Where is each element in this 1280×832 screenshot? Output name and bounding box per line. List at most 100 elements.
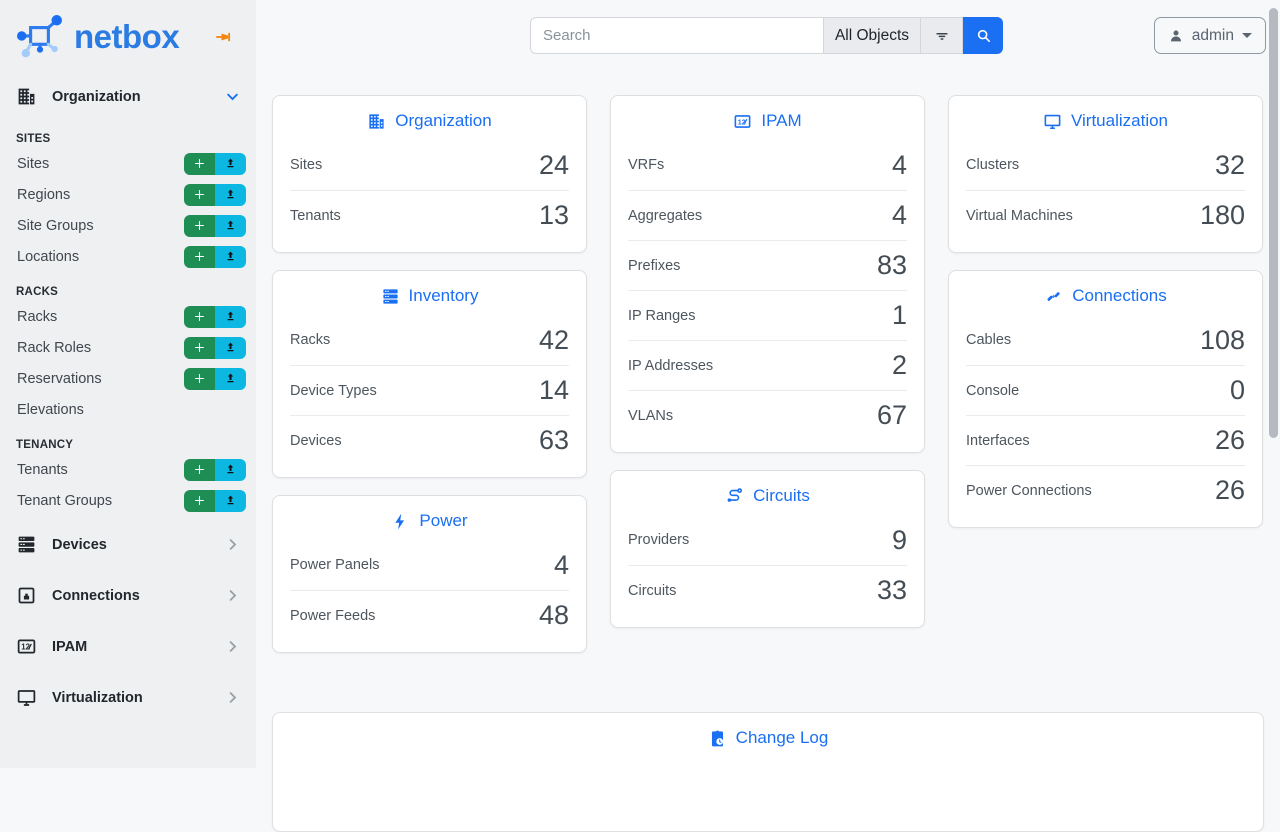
card-organization-title[interactable]: Organization [273, 96, 586, 140]
card-circuits-title[interactable]: Circuits [611, 471, 924, 515]
sidebar-item-tenant-groups: Tenant Groups [0, 485, 256, 516]
stat-row-virtual-machines[interactable]: Virtual Machines 180 [966, 190, 1245, 240]
chevron-right-icon [225, 537, 240, 552]
server-stack-icon [16, 534, 37, 555]
import-button[interactable] [215, 183, 246, 206]
stat-row-vlans[interactable]: VLANs 67 [628, 390, 907, 440]
stat-row-console[interactable]: Console 0 [966, 365, 1245, 415]
sidebar-item-sites: Sites [0, 148, 256, 179]
stat-row-power-connections[interactable]: Power Connections 26 [966, 465, 1245, 515]
import-button[interactable] [215, 305, 246, 328]
sidebar-link-elevations[interactable]: Elevations [17, 401, 84, 418]
user-menu-button[interactable]: admin [1153, 17, 1266, 54]
object-type-selector[interactable]: All Objects [823, 17, 920, 54]
card-virtualization-title[interactable]: Virtualization [949, 96, 1262, 140]
caret-down-icon [1242, 33, 1252, 38]
add-button[interactable] [184, 152, 215, 175]
card-connections-title[interactable]: Connections [949, 271, 1262, 315]
netbox-logo-text[interactable]: netbox [74, 18, 180, 55]
sidebar-group-label: IPAM [52, 638, 88, 655]
monitor-icon [1044, 114, 1061, 129]
search-input[interactable] [530, 17, 823, 54]
building-icon [369, 113, 384, 129]
server-stack-icon [382, 288, 398, 304]
import-button[interactable] [215, 458, 246, 481]
stat-row-devices[interactable]: Devices 63 [290, 415, 569, 465]
card-circuits: Circuits Providers 9 Circuits 33 [610, 470, 925, 628]
sidebar-link-regions[interactable]: Regions [17, 186, 71, 203]
add-button[interactable] [184, 305, 215, 328]
sidebar-link-locations[interactable]: Locations [17, 248, 80, 265]
svg-text:12: 12 [738, 118, 746, 126]
stat-row-power-panels[interactable]: Power Panels 4 [290, 549, 569, 580]
import-button[interactable] [215, 245, 246, 268]
add-button[interactable] [184, 489, 215, 512]
sidebar-group-organization[interactable]: Organization [0, 74, 256, 119]
stat-row-aggregates[interactable]: Aggregates 4 [628, 190, 907, 240]
stat-row-device-types[interactable]: Device Types 14 [290, 365, 569, 415]
stat-row-cables[interactable]: Cables 108 [966, 324, 1245, 355]
add-button[interactable] [184, 336, 215, 359]
netbox-logo-icon [14, 14, 66, 60]
sidebar-link-rack-roles[interactable]: Rack Roles [17, 339, 92, 356]
stat-row-sites[interactable]: Sites 24 [290, 149, 569, 180]
sidebar-group-virtualization[interactable]: Virtualization [0, 675, 256, 720]
sidebar-group-connections[interactable]: Connections [0, 573, 256, 618]
stat-row-tenants[interactable]: Tenants 13 [290, 190, 569, 240]
scrollbar-thumb[interactable] [1269, 8, 1278, 438]
import-button[interactable] [215, 214, 246, 237]
circuits-icon [727, 487, 743, 502]
add-button[interactable] [184, 183, 215, 206]
sidebar: netbox Organization SITES Sites Regions … [0, 0, 256, 768]
stat-row-clusters[interactable]: Clusters 32 [966, 149, 1245, 180]
stat-row-circuits[interactable]: Circuits 33 [628, 565, 907, 615]
card-changelog-title[interactable]: Change Log [273, 713, 1263, 757]
add-button[interactable] [184, 458, 215, 481]
sidebar-section-heading: RACKS [16, 286, 59, 298]
stat-row-racks[interactable]: Racks 42 [290, 324, 569, 355]
clipboard-clock-icon [711, 729, 723, 746]
sidebar-link-sites[interactable]: Sites [17, 155, 50, 172]
sidebar-group-ipam[interactable]: 12 IPAM [0, 624, 256, 669]
stat-row-ip-ranges[interactable]: IP Ranges 1 [628, 290, 907, 340]
stat-row-vrfs[interactable]: VRFs 4 [628, 149, 907, 180]
sidebar-link-tenant-groups[interactable]: Tenant Groups [17, 492, 113, 509]
chevron-right-icon [225, 639, 240, 654]
import-button[interactable] [215, 336, 246, 359]
sidebar-group-devices[interactable]: Devices [0, 522, 256, 567]
card-inventory: Inventory Racks 42 Device Types 14 Devices… [272, 270, 587, 478]
stat-row-ip-addresses[interactable]: IP Addresses 2 [628, 340, 907, 390]
import-button[interactable] [215, 367, 246, 390]
chevron-right-icon [225, 588, 240, 603]
card-changelog: Change Log [272, 712, 1264, 832]
filter-button[interactable] [920, 17, 963, 54]
card-power-title[interactable]: Power [273, 496, 586, 540]
stat-row-providers[interactable]: Providers 9 [628, 524, 907, 555]
sidebar-link-racks[interactable]: Racks [17, 308, 58, 325]
sidebar-item-tenants: Tenants [0, 454, 256, 485]
global-search-bar: All Objects [530, 17, 1003, 54]
svg-text:12: 12 [21, 643, 30, 652]
add-button[interactable] [184, 245, 215, 268]
search-button[interactable] [963, 17, 1003, 54]
add-button[interactable] [184, 367, 215, 390]
sidebar-link-tenants[interactable]: Tenants [17, 461, 68, 478]
stat-row-prefixes[interactable]: Prefixes 83 [628, 240, 907, 290]
card-inventory-title[interactable]: Inventory [273, 271, 586, 315]
pin-sidebar-icon[interactable] [214, 28, 232, 46]
import-button[interactable] [215, 489, 246, 512]
add-button[interactable] [184, 214, 215, 237]
card-ipam-title[interactable]: 12 IPAM [611, 96, 924, 140]
chevron-down-icon [225, 89, 240, 104]
card-connections: Connections Cables 108 Console 0 Interface… [948, 270, 1263, 528]
sidebar-link-reservations[interactable]: Reservations [17, 370, 102, 387]
stat-row-interfaces[interactable]: Interfaces 26 [966, 415, 1245, 465]
import-button[interactable] [215, 152, 246, 175]
sidebar-item-locations: Locations [0, 241, 256, 272]
ip-counter-icon: 12 [16, 636, 37, 657]
sidebar-item-regions: Regions [0, 179, 256, 210]
sidebar-link-site-groups[interactable]: Site Groups [17, 217, 94, 234]
stat-row-power-feeds[interactable]: Power Feeds 48 [290, 590, 569, 640]
sidebar-section-heading: TENANCY [16, 439, 74, 451]
